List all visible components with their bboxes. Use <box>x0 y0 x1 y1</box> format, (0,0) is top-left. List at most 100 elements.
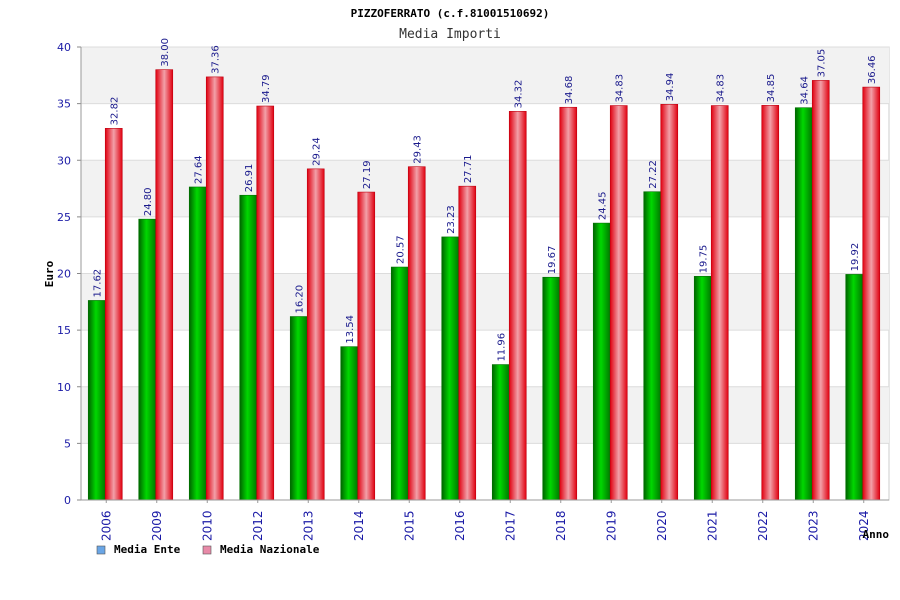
bar-media-ente-2009 <box>138 218 157 501</box>
bar-media-nazionale-2012 <box>256 105 275 501</box>
value-label: 34.83 <box>716 74 727 103</box>
bar-media-ente-2015 <box>390 266 409 501</box>
bar-media-ente-2016 <box>441 236 460 501</box>
value-label: 34.68 <box>564 76 575 105</box>
bar-media-ente-2021 <box>693 276 712 501</box>
x-tick-label: 2024 <box>857 510 871 541</box>
value-label: 19.92 <box>850 243 861 272</box>
bar-media-nazionale-2020 <box>660 104 679 501</box>
bar-media-nazionale-2023 <box>811 80 830 501</box>
value-label: 34.85 <box>766 74 777 103</box>
value-label: 20.57 <box>396 235 407 264</box>
bar-media-ente-2014 <box>340 346 359 501</box>
y-tick-label: 10 <box>57 381 71 394</box>
bar-media-ente-2019 <box>592 222 611 501</box>
bar-media-nazionale-2022 <box>761 105 780 501</box>
value-label: 27.19 <box>362 160 373 189</box>
bar-media-ente-2012 <box>239 194 258 501</box>
y-tick-label: 0 <box>64 494 71 507</box>
x-tick-label: 2010 <box>200 510 214 541</box>
x-tick-label: 2023 <box>806 510 820 541</box>
value-label: 36.46 <box>867 55 878 84</box>
value-label: 38.00 <box>160 38 171 67</box>
bar-media-nazionale-2021 <box>710 105 729 501</box>
value-labels: 17.62 32.82 24.80 38.00 27.64 37.36 26.91 34.79… <box>93 38 879 362</box>
value-label: 29.24 <box>312 137 323 166</box>
bars <box>87 69 881 501</box>
legend-label-media-ente: Media Ente <box>114 543 181 556</box>
bar-media-nazionale-2015 <box>407 166 426 501</box>
bar-media-ente-2020 <box>643 191 662 501</box>
x-axis-title: Anno <box>863 528 890 541</box>
chart-title: PIZZOFERRATO (c.f.81001510692) <box>351 7 550 20</box>
x-tick-label: 2019 <box>604 510 618 541</box>
y-axis-title: Euro <box>43 260 56 287</box>
value-label: 16.20 <box>295 285 306 314</box>
bar-media-nazionale-2010 <box>205 76 224 501</box>
bar-media-nazionale-2016 <box>458 185 477 501</box>
value-label: 34.79 <box>261 74 272 103</box>
value-label: 26.91 <box>244 164 255 193</box>
value-label: 19.75 <box>699 245 710 274</box>
bar-media-nazionale-2024 <box>862 86 881 501</box>
value-label: 27.64 <box>194 155 205 184</box>
x-tick-label: 2021 <box>705 510 719 541</box>
bar-media-ente-2006 <box>87 300 106 501</box>
x-tick-label: 2016 <box>453 510 467 541</box>
value-label: 13.54 <box>345 315 356 344</box>
bar-media-ente-2013 <box>289 316 308 501</box>
y-tick-label: 25 <box>57 211 71 224</box>
y-tick-label: 30 <box>57 154 71 167</box>
y-tick-label: 35 <box>57 98 71 111</box>
legend-label-media-nazionale: Media Nazionale <box>220 543 320 556</box>
value-label: 34.83 <box>615 74 626 103</box>
x-tick-label: 2006 <box>99 510 113 541</box>
value-label: 24.80 <box>143 187 154 216</box>
legend-swatch-media-ente <box>96 545 106 555</box>
value-label: 32.82 <box>110 97 121 126</box>
x-tick-label: 2009 <box>150 510 164 541</box>
legend-swatch-media-nazionale <box>202 545 212 555</box>
bar-media-nazionale-2019 <box>609 105 628 501</box>
x-tick-label: 2020 <box>655 510 669 541</box>
value-label: 27.22 <box>648 160 659 189</box>
x-tick-label: 2018 <box>554 510 568 541</box>
bar-media-ente-2010 <box>188 186 207 501</box>
bar-media-nazionale-2006 <box>104 128 123 501</box>
bar-media-nazionale-2014 <box>357 191 376 501</box>
bar-media-nazionale-2009 <box>155 69 174 501</box>
bar-media-ente-2017 <box>491 364 510 501</box>
x-tick-label: 2012 <box>251 510 265 541</box>
x-tick-label: 2022 <box>756 510 770 541</box>
bar-media-ente-2023 <box>794 107 813 501</box>
value-label: 34.32 <box>514 80 525 109</box>
chart-subtitle: Media Importi <box>399 27 501 42</box>
x-axis: 2006 2009 2010 2012 2013 2014 2015 2016 2017 2018… <box>81 499 889 541</box>
bar-media-nazionale-2018 <box>559 106 578 501</box>
y-tick-label: 15 <box>57 324 71 337</box>
value-label: 29.43 <box>413 135 424 164</box>
y-axis: 0 5 10 15 20 25 30 35 40 <box>57 41 82 507</box>
y-tick-label: 20 <box>57 268 71 281</box>
value-label: 17.62 <box>93 269 104 298</box>
y-tick-label: 5 <box>64 437 71 450</box>
bar-media-ente-2018 <box>542 276 561 501</box>
value-label: 27.71 <box>463 155 474 184</box>
value-label: 34.64 <box>800 76 811 105</box>
bar-media-nazionale-2017 <box>508 111 527 501</box>
x-tick-label: 2013 <box>301 510 315 541</box>
value-label: 11.96 <box>497 333 508 362</box>
value-label: 37.05 <box>817 49 828 78</box>
bar-media-ente-2024 <box>845 274 864 501</box>
legend: Media Ente Media Nazionale <box>96 543 320 556</box>
y-tick-label: 40 <box>57 41 71 54</box>
value-label: 23.23 <box>446 205 457 234</box>
x-tick-label: 2017 <box>503 510 517 541</box>
bar-media-nazionale-2013 <box>306 168 325 501</box>
x-tick-label: 2014 <box>352 510 366 541</box>
x-tick-label: 2015 <box>402 510 416 541</box>
value-label: 34.94 <box>665 73 676 102</box>
value-label: 37.36 <box>211 45 222 74</box>
value-label: 24.45 <box>598 191 609 220</box>
